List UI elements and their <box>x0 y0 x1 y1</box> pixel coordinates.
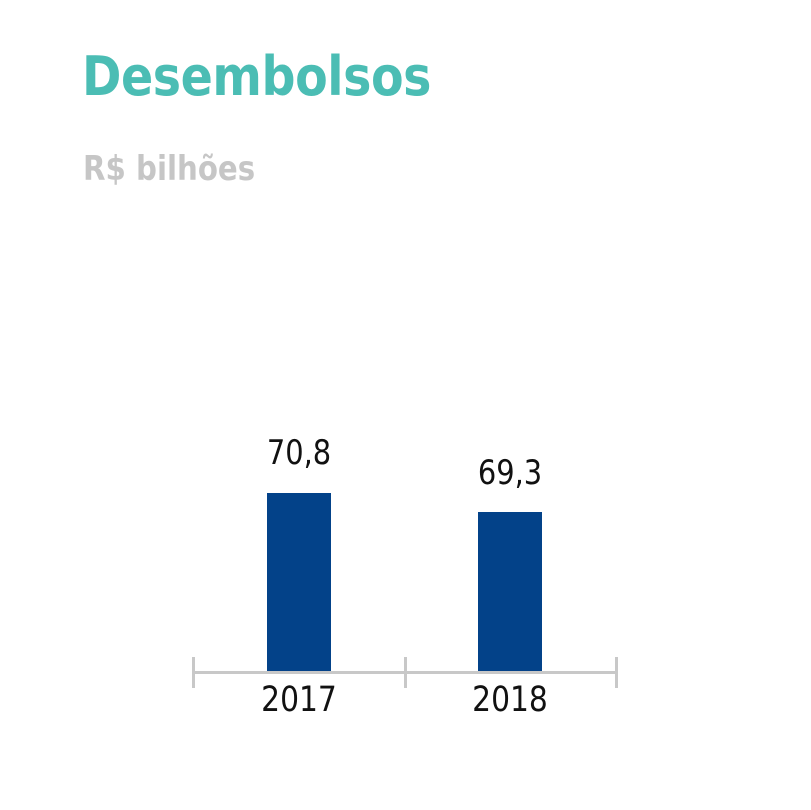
bar-2018 <box>478 512 542 672</box>
x-axis-tick <box>192 657 195 688</box>
x-axis-tick <box>615 657 618 688</box>
x-axis-label-2017: 2017 <box>261 680 337 720</box>
bar-2017 <box>267 493 331 672</box>
chart-subtitle-units: R$ bilhões <box>83 149 256 189</box>
data-label-2018: 69,3 <box>477 453 543 493</box>
x-axis-tick <box>404 657 407 688</box>
data-label-2017: 70,8 <box>266 433 332 473</box>
x-axis-label-2018: 2018 <box>472 680 548 720</box>
chart-title: Desembolsos <box>82 45 432 108</box>
